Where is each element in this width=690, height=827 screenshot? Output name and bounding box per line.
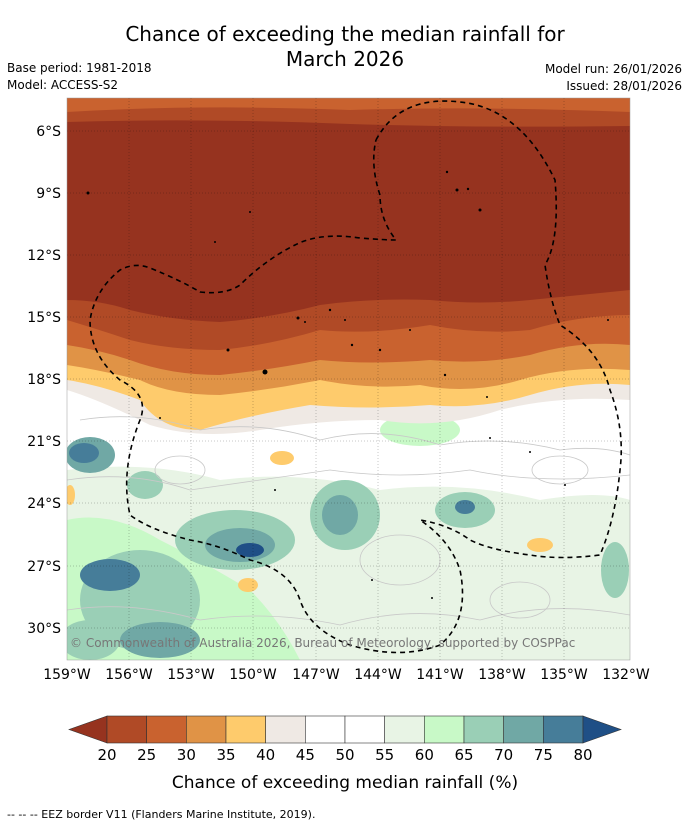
lat-axis: 6°S 9°S 12°S 15°S 18°S 21°S 24°S 27°S 30… — [27, 124, 61, 637]
colorbar-tick-label: 75 — [534, 746, 553, 764]
lat-label: 21°S — [27, 434, 61, 450]
colorbar-swatch — [225, 715, 266, 744]
meta-right: Model run: 26/01/2026 Issued: 28/01/2026 — [545, 61, 682, 95]
map-area: © Commonwealth of Australia 2026, Bureau… — [67, 98, 630, 660]
colorbar-swatch — [186, 715, 227, 744]
colorbar-tick-label: 30 — [177, 746, 196, 764]
model-name: Model: ACCESS-S2 — [7, 78, 119, 92]
eez-border — [89, 100, 622, 654]
lon-label: 156°W — [105, 667, 153, 683]
lon-label: 141°W — [416, 667, 464, 683]
lat-label: 24°S — [27, 496, 61, 512]
colorbar-swatch — [146, 715, 187, 744]
lat-label: 15°S — [27, 310, 61, 326]
colorbar-swatch — [503, 715, 544, 744]
colorbar-tick-label: 40 — [256, 746, 275, 764]
lat-label: 9°S — [36, 186, 61, 202]
chart-title: Chance of exceeding the median rainfall … — [0, 22, 690, 72]
lat-label: 27°S — [27, 559, 61, 575]
title-line-1: Chance of exceeding the median rainfall … — [125, 22, 565, 46]
lon-label: 144°W — [354, 667, 402, 683]
colorbar-ticks: 20 25 30 35 40 45 50 55 60 65 70 75 80 — [97, 746, 592, 764]
copyright-text: © Commonwealth of Australia 2026, Bureau… — [70, 636, 575, 650]
colorbar-tick-label: 50 — [335, 746, 354, 764]
base-period: Base period: 1981-2018 — [7, 61, 152, 75]
meta-left: Base period: 1981-2018 Model: ACCESS-S2 — [7, 60, 152, 94]
colorbar-swatch — [305, 715, 346, 744]
map-gridlines — [67, 98, 630, 660]
model-run: Model run: 26/01/2026 — [544, 62, 682, 76]
colorbar-swatch — [265, 715, 306, 744]
colorbar-arrow-low — [68, 715, 108, 744]
lon-label: 147°W — [292, 667, 340, 683]
lat-label: 30°S — [27, 621, 61, 637]
title-line-2: March 2026 — [285, 47, 405, 71]
colorbar-swatch — [384, 715, 425, 744]
colorbar-tick-label: 80 — [573, 746, 592, 764]
colorbar-tick-label: 70 — [494, 746, 513, 764]
colorbar-tick-label: 20 — [97, 746, 116, 764]
colorbar-tick-label: 25 — [137, 746, 156, 764]
issued-date: Issued: 28/01/2026 — [566, 79, 682, 93]
colorbar-swatch — [344, 715, 385, 744]
lon-label: 150°W — [229, 667, 277, 683]
colorbar — [68, 715, 622, 744]
lon-label: 159°W — [43, 667, 91, 683]
colorbar-tick-label: 55 — [375, 746, 394, 764]
lat-label: 18°S — [27, 372, 61, 388]
colorbar-tick-label: 35 — [216, 746, 235, 764]
lon-label: 132°W — [602, 667, 650, 683]
lon-label: 135°W — [540, 667, 588, 683]
colorbar-swatch — [463, 715, 504, 744]
colorbar-swatch — [106, 715, 147, 744]
eez-legend-note: -- -- -- EEZ border V11 (Flanders Marine… — [7, 808, 316, 821]
colorbar-swatch — [543, 715, 584, 744]
colorbar-tick-label: 45 — [296, 746, 315, 764]
islands — [86, 170, 609, 599]
colorbar-swatch — [424, 715, 465, 744]
lon-label: 153°W — [167, 667, 215, 683]
colorbar-arrow-high — [582, 715, 622, 744]
colorbar-label: Chance of exceeding median rainfall (%) — [172, 773, 518, 793]
lon-axis: 159°W 156°W 153°W 150°W 147°W 144°W 141°… — [43, 667, 650, 683]
lon-label: 138°W — [478, 667, 526, 683]
lat-label: 6°S — [36, 124, 61, 140]
lat-label: 12°S — [27, 248, 61, 264]
colorbar-tick-label: 65 — [454, 746, 473, 764]
colorbar-tick-label: 60 — [415, 746, 434, 764]
